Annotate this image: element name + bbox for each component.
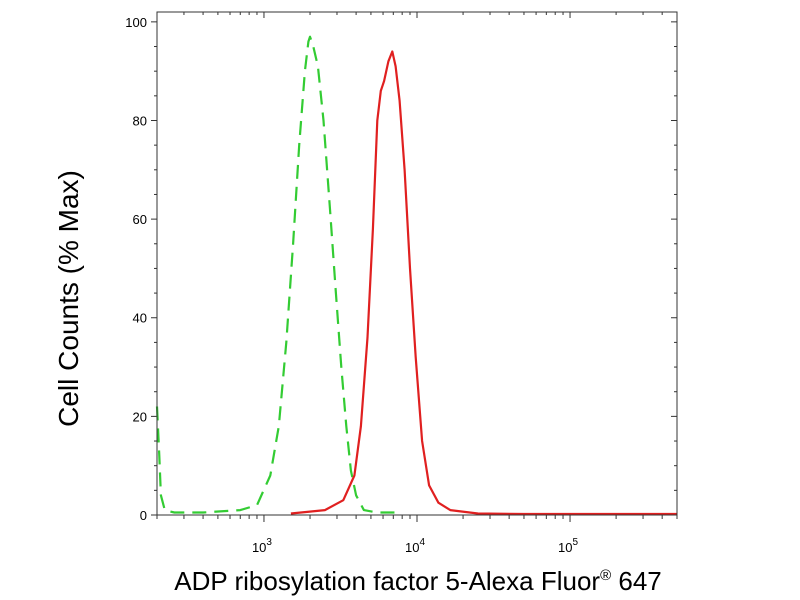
x-axis-label: ADP ribosylation factor 5-Alexa Fluor® 6…: [174, 566, 662, 596]
control-series-line: [155, 35, 403, 514]
y-tick-label-20: 20: [133, 409, 147, 424]
y-tick-label-40: 40: [133, 311, 147, 326]
plot-area-frame: [156, 11, 678, 516]
sample-series-line: [290, 50, 677, 516]
y-tick-label-0: 0: [140, 508, 147, 523]
labels-layer: 0 20 40 60 80 100 103 104 105 Cell Counts (% Max)…: [53, 15, 662, 596]
y-tick-label-100: 100: [125, 15, 147, 30]
y-axis-label: Cell Counts (% Max): [53, 170, 84, 427]
ticks-layer: [151, 12, 678, 522]
x-tick-label-4: 104: [405, 537, 425, 555]
y-tick-label-60: 60: [133, 212, 147, 227]
x-tick-label-5: 105: [558, 537, 578, 555]
x-tick-label-3: 103: [252, 537, 272, 555]
series-layer: [155, 35, 677, 516]
y-tick-label-80: 80: [133, 113, 147, 128]
